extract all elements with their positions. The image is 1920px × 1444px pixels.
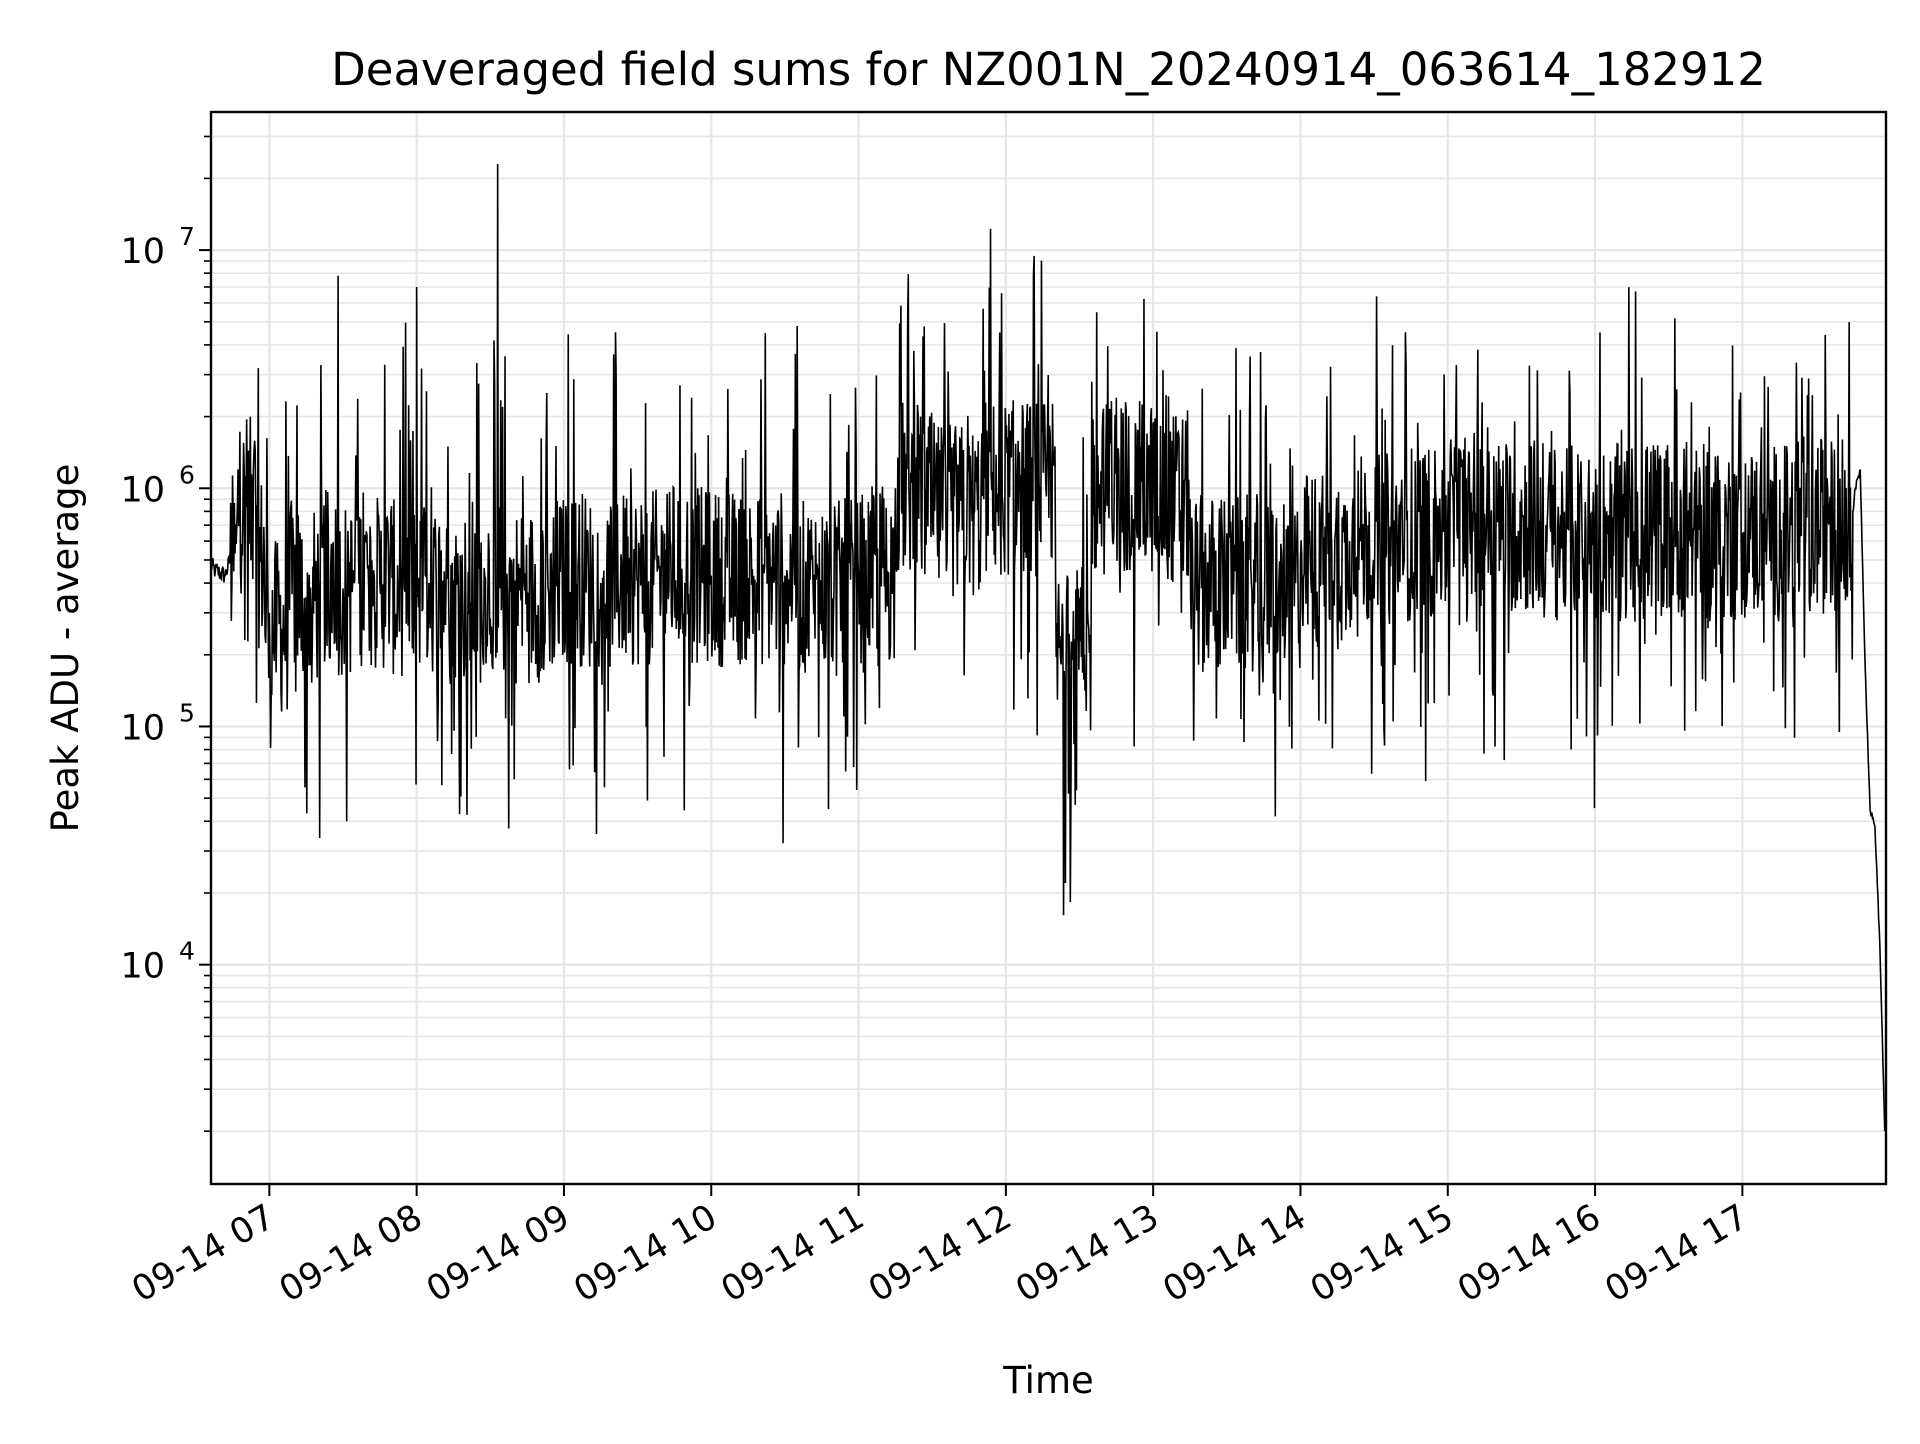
series-line xyxy=(209,163,1886,1132)
y-tick-exponent: 6 xyxy=(179,460,195,489)
x-axis-label: Time xyxy=(1002,1359,1094,1402)
y-tick-exponent: 5 xyxy=(179,698,195,727)
chart-title: Deaveraged field sums for NZ001N_2024091… xyxy=(331,43,1766,96)
y-axis-label: Peak ADU - average xyxy=(44,464,87,833)
y-tick-exponent: 7 xyxy=(179,222,195,251)
y-axis: 10 4 10 5 10 6 10 7 xyxy=(120,135,211,1132)
axes-frame xyxy=(209,110,1888,1186)
y-tick-exponent: 4 xyxy=(179,937,195,966)
y-tick-label: 10 xyxy=(120,947,165,987)
plot-area xyxy=(209,163,1886,1132)
y-tick-label: 10 xyxy=(120,470,165,510)
y-tick-label: 10 xyxy=(120,232,165,272)
y-tick-label: 10 xyxy=(120,708,165,748)
